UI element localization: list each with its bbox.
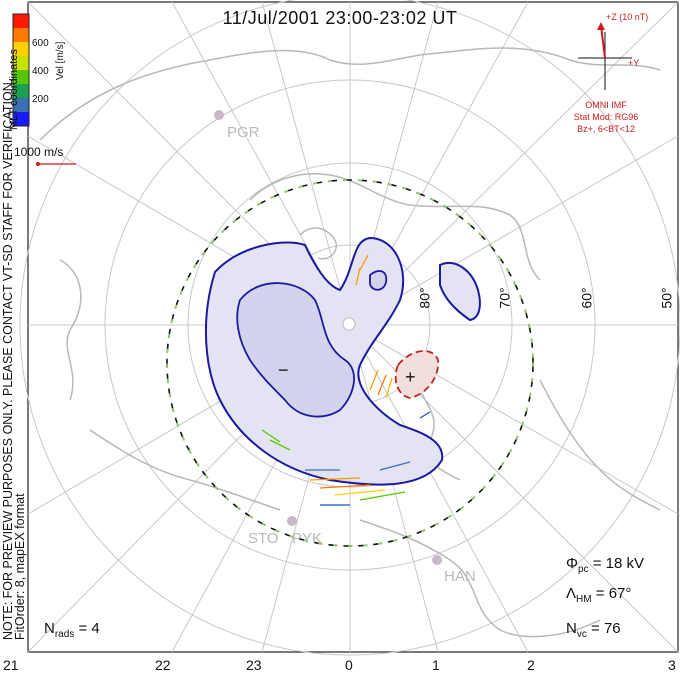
station-marker-sto [287, 516, 297, 526]
colorbar-swatch [13, 70, 29, 85]
magnetic-pole-marker [342, 317, 356, 331]
map-title: 11/Jul/2001 23:00-23:02 UT [222, 8, 458, 28]
imf-model: Stat Mod: RG96 [573, 112, 639, 122]
station-markers [214, 110, 442, 565]
colorbar-swatch [13, 28, 29, 43]
vector [385, 377, 393, 399]
meridian-8 [349, 135, 679, 326]
lat-circle-50 [19, 0, 680, 656]
imf-y-label: +Y [628, 58, 640, 68]
vector [309, 477, 361, 481]
lat-label-70: 70° [496, 287, 513, 309]
meridian-9 [349, 1, 679, 326]
meridian-13 [261, 1, 351, 326]
vector [261, 429, 281, 443]
mlt-tick-23: 23 [246, 657, 262, 673]
vector [377, 374, 387, 396]
mlt-tick-2: 2 [527, 657, 535, 673]
lat-label-60: 60° [578, 287, 595, 309]
vector [369, 369, 379, 391]
meridian-1 [349, 324, 439, 653]
lat-label-80: 80° [416, 287, 433, 309]
lat-label-50: 50° [658, 287, 675, 309]
colorbar-tick: 400 [32, 66, 49, 77]
colorbar-tick: 600 [32, 38, 49, 49]
vector [359, 254, 369, 271]
imf-arrowhead [597, 22, 605, 30]
station-marker-pgr [214, 110, 224, 120]
colorbar-swatch [13, 14, 29, 29]
meridian-4 [349, 324, 679, 515]
plot-frame [27, 1, 679, 653]
colorbar-swatch [13, 84, 29, 99]
imf-clock [578, 32, 632, 90]
imf-vector [600, 25, 606, 59]
station-label-han: HAN [444, 568, 476, 585]
colorbar-swatch [13, 112, 29, 127]
coordinates-label: MLT coordinates [8, 49, 20, 130]
colorbar-swatch [13, 56, 29, 71]
mlt-tick-1: 1 [432, 657, 440, 673]
mlt-tick-0: 0 [345, 657, 353, 673]
vector [269, 439, 291, 451]
hm-boundary-green [166, 179, 534, 547]
positive-cell [394, 350, 439, 399]
colorbar-tick: 200 [32, 94, 49, 105]
colorbar-unit: Vel [m/s] [55, 41, 66, 80]
nvc-stat: Nvc = 76 [566, 620, 621, 640]
velocity-scale-label: 1000 m/s [14, 145, 64, 159]
colorbar-swatch [13, 98, 29, 113]
imf-condition: Bz+, 6<BT<12 [577, 124, 635, 134]
nrads-stat: Nrads = 4 [44, 620, 100, 640]
colorbar-frame [12, 13, 30, 127]
mlt-tick-3: 3 [668, 657, 676, 673]
vector [319, 484, 371, 489]
vector [359, 491, 406, 501]
vector [379, 461, 411, 471]
vector [419, 411, 431, 419]
blob-small [369, 270, 388, 291]
blob-right [439, 262, 481, 322]
fit-order-note: FitOrder: 8, mapEX format [13, 493, 27, 640]
station-label-sto: STO [248, 530, 279, 547]
preview-notes: NOTE: FOR PREVIEW PURPOSES ONLY. PLEASE … [1, 79, 27, 640]
colorbar-swatch [13, 42, 29, 57]
positive-cell-symbol: + [405, 367, 416, 387]
station-marker-han [432, 555, 442, 565]
imf-source: OMNI IMF [585, 100, 627, 110]
vector [334, 489, 386, 496]
station-label-pyk: PYK [292, 530, 323, 547]
vector [355, 267, 361, 286]
station-label-pgr: PGR [227, 124, 260, 141]
inner-contour [236, 282, 355, 418]
velocity-colorbar [13, 14, 29, 127]
velocity-vectors [261, 254, 431, 506]
mlt-tick-21: 21 [3, 657, 19, 673]
potential-contours [204, 236, 481, 486]
negative-cell-symbol: − [278, 360, 289, 380]
imf-z-label: +Z (10 nT) [606, 12, 649, 22]
lambda-hm-stat: ΛHM = 67° [566, 585, 632, 605]
meridian-2 [349, 324, 529, 653]
phi-pc-stat: Φpc = 18 kV [566, 555, 644, 575]
mlt-tick-22: 22 [155, 657, 171, 673]
